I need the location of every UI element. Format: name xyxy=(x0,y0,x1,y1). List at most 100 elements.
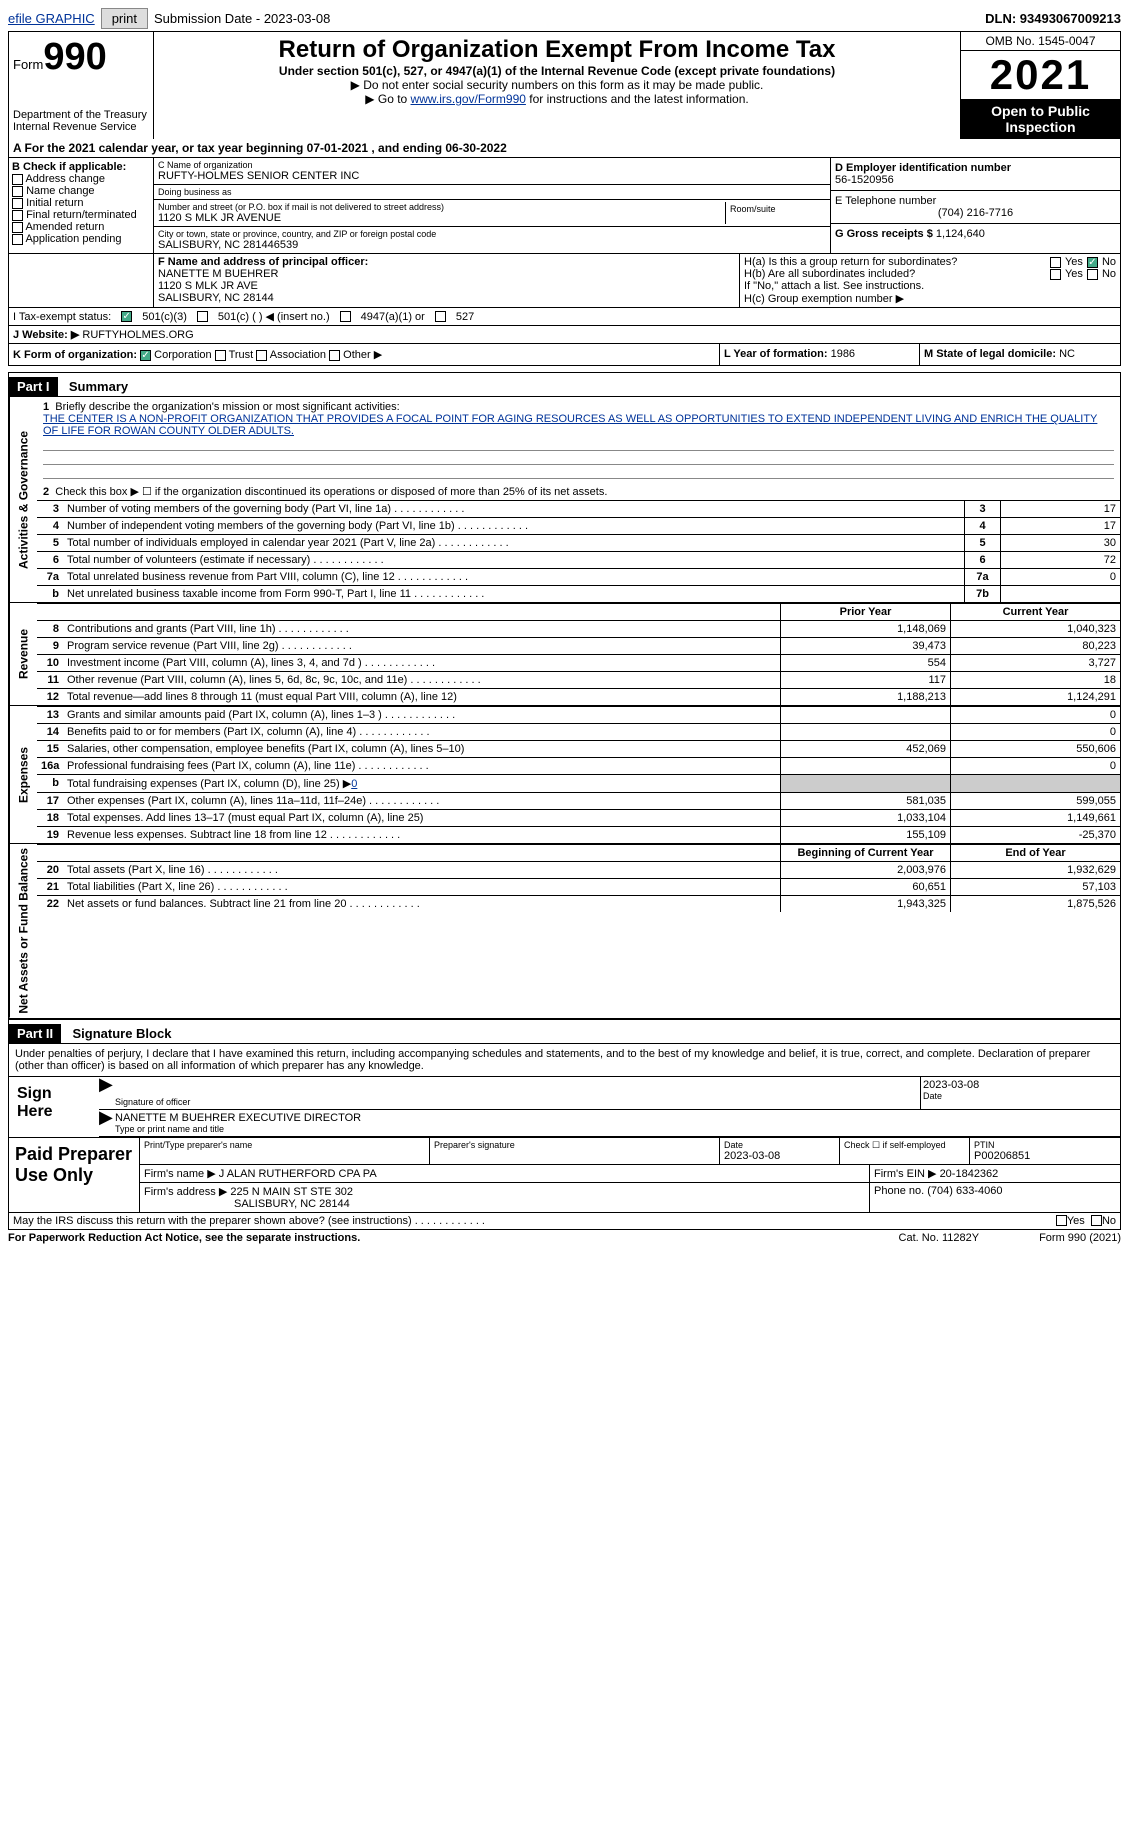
app-pending-label: Application pending xyxy=(25,233,121,245)
tax-period: A For the 2021 calendar year, or tax yea… xyxy=(8,139,1121,158)
discuss-no-check[interactable] xyxy=(1091,1215,1102,1226)
paid-preparer-label: Paid Preparer Use Only xyxy=(9,1138,139,1212)
irs-link[interactable]: www.irs.gov/Form990 xyxy=(411,92,526,106)
firm-name-value: J ALAN RUTHERFORD CPA PA xyxy=(219,1168,377,1180)
line15-n: 15 xyxy=(37,741,63,757)
amended-return-check[interactable] xyxy=(12,222,23,233)
mission-block: 1 Briefly describe the organization's mi… xyxy=(37,397,1120,483)
trust-check[interactable] xyxy=(215,350,226,361)
line14-n: 14 xyxy=(37,724,63,740)
sign-here-label: Sign Here xyxy=(9,1077,99,1137)
end-year-header: End of Year xyxy=(950,845,1120,861)
status-label: I Tax-exempt status: xyxy=(13,311,111,323)
initial-return-check[interactable] xyxy=(12,198,23,209)
line14-label: Benefits paid to or for members (Part IX… xyxy=(63,724,780,740)
address-change-check[interactable] xyxy=(12,174,23,185)
line6-label: Total number of volunteers (estimate if … xyxy=(63,552,964,568)
501c3-label: 501(c)(3) xyxy=(142,311,187,323)
final-return-check[interactable] xyxy=(12,210,23,221)
line19-py: 155,109 xyxy=(780,827,950,843)
instr-ssn: ▶ Do not enter social security numbers o… xyxy=(158,78,956,92)
hc-label: H(c) Group exemption number ▶ xyxy=(744,292,1116,305)
activities-section: Activities & Governance 1 Briefly descri… xyxy=(8,397,1121,603)
4947-label: 4947(a)(1) or xyxy=(361,311,425,323)
begin-year-header: Beginning of Current Year xyxy=(780,845,950,861)
line15-py: 452,069 xyxy=(780,741,950,757)
hb-yes-check[interactable] xyxy=(1050,269,1061,280)
line16a-cy: 0 xyxy=(950,758,1120,774)
line12-py: 1,188,213 xyxy=(780,689,950,705)
line19-cy: -25,370 xyxy=(950,827,1120,843)
line20-label: Total assets (Part X, line 16) xyxy=(63,862,780,878)
assoc-check[interactable] xyxy=(256,350,267,361)
ptin-value: P00206851 xyxy=(974,1150,1116,1162)
prep-date-value: 2023-03-08 xyxy=(724,1150,835,1162)
officer-name: NANETTE M BUEHRER xyxy=(158,268,735,280)
city-label: City or town, state or province, country… xyxy=(158,229,826,239)
line10-py: 554 xyxy=(780,655,950,671)
officer-row: F Name and address of principal officer:… xyxy=(8,254,1121,308)
line16b-val: 0 xyxy=(351,778,357,790)
instr-link-row: ▶ Go to www.irs.gov/Form990 for instruct… xyxy=(158,92,956,106)
submission-date: Submission Date - 2023-03-08 xyxy=(154,11,330,26)
form-number: 990 xyxy=(43,36,106,78)
yes-label-2: Yes xyxy=(1065,268,1083,280)
box-deg: D Employer identification number 56-1520… xyxy=(830,158,1120,253)
line3-box: 3 xyxy=(964,501,1000,517)
ein-label: D Employer identification number xyxy=(835,162,1116,174)
line21-n: 21 xyxy=(37,879,63,895)
line16b-cy-shaded xyxy=(950,775,1120,792)
sig-declaration: Under penalties of perjury, I declare th… xyxy=(9,1044,1120,1076)
line16b-py-shaded xyxy=(780,775,950,792)
app-pending-check[interactable] xyxy=(12,234,23,245)
4947-check[interactable] xyxy=(340,311,351,322)
efile-graphic-link[interactable]: efile GRAPHIC xyxy=(8,11,95,26)
part1-title: Summary xyxy=(61,379,128,394)
box-c: C Name of organization RUFTY-HOLMES SENI… xyxy=(154,158,830,253)
box-b-label: B Check if applicable: xyxy=(12,161,150,173)
line16a-py xyxy=(780,758,950,774)
corp-check[interactable] xyxy=(140,350,151,361)
line11-py: 117 xyxy=(780,672,950,688)
line14-py xyxy=(780,724,950,740)
line22-n: 22 xyxy=(37,896,63,912)
hb-label: H(b) Are all subordinates included? xyxy=(744,268,1046,280)
form-subtitle: Under section 501(c), 527, or 4947(a)(1)… xyxy=(158,64,956,78)
tax-year: 2021 xyxy=(961,51,1120,99)
line20-py: 2,003,976 xyxy=(780,862,950,878)
ha-no-check[interactable] xyxy=(1087,257,1098,268)
activities-vlabel: Activities & Governance xyxy=(9,397,37,602)
phone-value: (704) 216-7716 xyxy=(835,207,1116,219)
netassets-vlabel: Net Assets or Fund Balances xyxy=(9,844,37,1018)
line7b-n: b xyxy=(37,586,63,602)
line22-py: 1,943,325 xyxy=(780,896,950,912)
part2-label: Part II xyxy=(9,1024,61,1043)
line20-n: 20 xyxy=(37,862,63,878)
form-header: Form990 Department of the Treasury Inter… xyxy=(8,31,1121,139)
line7b-val xyxy=(1000,586,1120,602)
street-value: 1120 S MLK JR AVENUE xyxy=(158,212,725,224)
name-change-check[interactable] xyxy=(12,186,23,197)
527-check[interactable] xyxy=(435,311,446,322)
form-title: Return of Organization Exempt From Incom… xyxy=(158,36,956,64)
initial-return-label: Initial return xyxy=(26,197,83,209)
part1-header: Part I Summary xyxy=(8,372,1121,397)
line16a-n: 16a xyxy=(37,758,63,774)
line13-n: 13 xyxy=(37,707,63,723)
hb-no-check[interactable] xyxy=(1087,269,1098,280)
print-button[interactable]: print xyxy=(101,8,148,29)
ha-yes-check[interactable] xyxy=(1050,257,1061,268)
line19-n: 19 xyxy=(37,827,63,843)
line21-py: 60,651 xyxy=(780,879,950,895)
line9-n: 9 xyxy=(37,638,63,654)
final-return-label: Final return/terminated xyxy=(26,209,137,221)
trust-label: Trust xyxy=(229,349,254,361)
discuss-yes-check[interactable] xyxy=(1056,1215,1067,1226)
501c3-check[interactable] xyxy=(121,311,132,322)
line16b-n: b xyxy=(37,775,63,792)
501c-check[interactable] xyxy=(197,311,208,322)
line8-cy: 1,040,323 xyxy=(950,621,1120,637)
street-label: Number and street (or P.O. box if mail i… xyxy=(158,202,725,212)
other-check[interactable] xyxy=(329,350,340,361)
line13-py xyxy=(780,707,950,723)
